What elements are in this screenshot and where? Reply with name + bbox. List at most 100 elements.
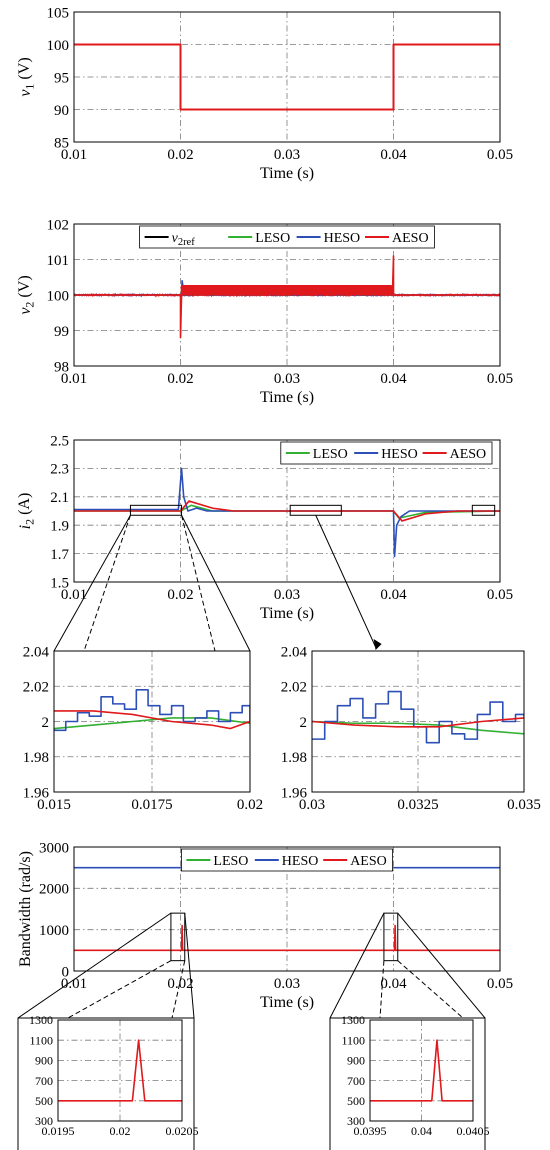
series-AESO	[370, 1039, 473, 1102]
zoom-dash-right	[397, 960, 464, 1019]
chart-p2: 0.01 0.02 0.03 0.04 0.05 98 99 100 101 102 Time (s…	[16, 217, 513, 406]
legend: LESO HESO AESO	[180, 848, 393, 872]
plot-frame	[73, 223, 501, 367]
x-tick-label: 0.03	[274, 587, 300, 603]
series-group	[370, 1039, 473, 1102]
y-tick-label: 2000	[39, 882, 69, 898]
y-tick-label: 900	[347, 1054, 365, 1068]
legend-box	[139, 225, 435, 249]
plot-frame	[311, 650, 525, 793]
y-tick-label: 95	[54, 70, 69, 86]
zoom-box	[129, 504, 183, 516]
y-tick-label: 0	[62, 964, 70, 980]
y-tick-label: 2.04	[281, 644, 308, 660]
series-group	[312, 690, 524, 744]
legend-label-v_2ref: v2ref	[172, 231, 196, 248]
x-tick-label: 0.04	[380, 976, 407, 992]
zoom-arrowhead	[373, 639, 382, 650]
x-tick-label: 0.01	[61, 371, 87, 387]
x-tick-label: 0.02	[167, 371, 193, 387]
legend-label-LESO: LESO	[313, 447, 348, 462]
series-group	[54, 688, 250, 732]
zoom-box	[170, 912, 186, 962]
zoom-line-right	[397, 912, 486, 1019]
y-axis-label: v1 (V)	[16, 57, 37, 96]
chart-p1: 0.01 0.02 0.03 0.04 0.05 85 90 95 100 105 Time (s)…	[16, 5, 513, 182]
zoom-dash-right	[181, 515, 216, 652]
y-tick-label: 101	[47, 253, 70, 269]
x-tick-label: 0.05	[487, 147, 513, 163]
legend-label-LESO: LESO	[255, 231, 290, 246]
y-tick-label: 1.5	[50, 575, 69, 591]
zoom-dash-right	[171, 960, 186, 1019]
y-tick-label: 2	[300, 715, 308, 731]
x-tick-label: 0.02	[167, 147, 193, 163]
legend-label-AESO: AESO	[450, 447, 487, 462]
y-tick-label: 900	[35, 1054, 53, 1068]
series-HESO	[74, 467, 500, 558]
y-tick-label: 2.02	[281, 680, 307, 696]
y-tick-label: 2.1	[50, 490, 69, 506]
series-AESO	[312, 717, 524, 728]
inset-frame	[17, 1017, 195, 1150]
plot-frame	[73, 439, 501, 583]
series-group	[74, 467, 500, 558]
plot-frame	[73, 846, 501, 972]
series-AESO	[54, 710, 250, 730]
legend-label-HESO: HESO	[324, 231, 361, 246]
legend-box	[180, 848, 393, 872]
series-LESO	[54, 717, 250, 730]
legend-box	[280, 441, 493, 465]
plot-frame	[369, 1019, 474, 1122]
y-axis-label: i2 (A)	[16, 493, 37, 530]
y-tick-label: 3000	[39, 840, 69, 856]
y-tick-label: 98	[54, 359, 69, 375]
inset-frame	[329, 1017, 486, 1150]
x-tick-label: 0.02	[167, 587, 193, 603]
zoom-line-right	[184, 913, 195, 1019]
chart-p5: 0.03 0.0325 0.035 1.96 1.98 2 2.02 2.04	[281, 644, 541, 813]
x-axis-label: Time (s)	[260, 389, 314, 406]
series-HESO	[54, 688, 250, 732]
y-tick-label: 100	[47, 288, 70, 304]
zoom-dash-left	[67, 960, 172, 1019]
y-tick-label: 1300	[29, 1013, 53, 1027]
plot-frame	[57, 1019, 183, 1122]
y-tick-label: 300	[347, 1114, 365, 1128]
plot-frame	[73, 11, 501, 143]
zoom-box	[383, 912, 399, 962]
legend-label-AESO: AESO	[392, 231, 429, 246]
y-tick-label: 2.04	[23, 644, 50, 660]
x-axis-label: Time (s)	[260, 165, 314, 182]
y-tick-label: 500	[35, 1094, 53, 1108]
gridlines	[54, 651, 250, 792]
y-tick-label: 1.98	[281, 750, 307, 766]
y-tick-label: 1.96	[23, 785, 50, 801]
series-LESO	[312, 720, 524, 735]
y-tick-label: 300	[35, 1114, 53, 1128]
zoom-arrow	[315, 515, 377, 648]
x-tick-label: 0.02	[110, 1124, 131, 1138]
x-tick-label: 0.04	[380, 587, 407, 603]
x-tick-label: 0.03	[274, 976, 300, 992]
y-tick-label: 85	[54, 135, 69, 151]
x-tick-label: 0.04	[380, 147, 407, 163]
series-AESO	[58, 1039, 182, 1102]
y-tick-label: 1.96	[281, 785, 308, 801]
y-tick-label: 2.02	[23, 680, 49, 696]
y-tick-label: 2.3	[50, 462, 69, 478]
x-tick-label: 0.0405	[457, 1124, 490, 1138]
y-tick-label: 99	[54, 324, 69, 340]
y-tick-label: 1100	[341, 1033, 365, 1047]
legend-label-HESO: HESO	[282, 854, 319, 869]
y-tick-label: 2.5	[50, 433, 69, 449]
series-v1	[74, 43, 500, 111]
x-tick-label: 0.04	[411, 1124, 432, 1138]
legend-label-AESO: AESO	[350, 854, 387, 869]
x-tick-label: 0.0195	[42, 1124, 75, 1138]
series-AESO	[74, 255, 500, 339]
x-tick-label: 0.0395	[354, 1124, 387, 1138]
y-tick-label: 1000	[39, 923, 69, 939]
x-tick-label: 0.03	[299, 797, 325, 813]
